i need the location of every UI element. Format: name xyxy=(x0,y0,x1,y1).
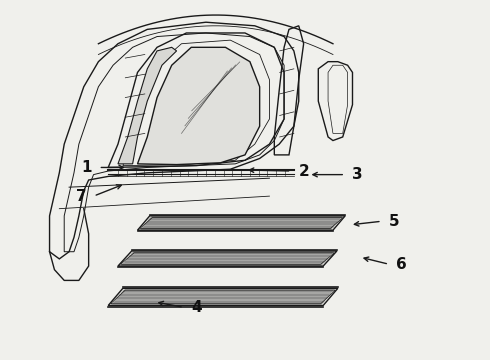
Text: 6: 6 xyxy=(396,257,407,272)
Polygon shape xyxy=(138,47,260,165)
Polygon shape xyxy=(138,216,345,230)
Text: 5: 5 xyxy=(389,214,399,229)
Text: 3: 3 xyxy=(352,167,363,182)
Polygon shape xyxy=(108,288,338,306)
Text: 4: 4 xyxy=(191,300,201,315)
Text: 7: 7 xyxy=(76,189,87,204)
Text: 2: 2 xyxy=(298,163,309,179)
Polygon shape xyxy=(118,251,337,266)
Polygon shape xyxy=(118,47,176,164)
Text: 1: 1 xyxy=(81,160,92,175)
